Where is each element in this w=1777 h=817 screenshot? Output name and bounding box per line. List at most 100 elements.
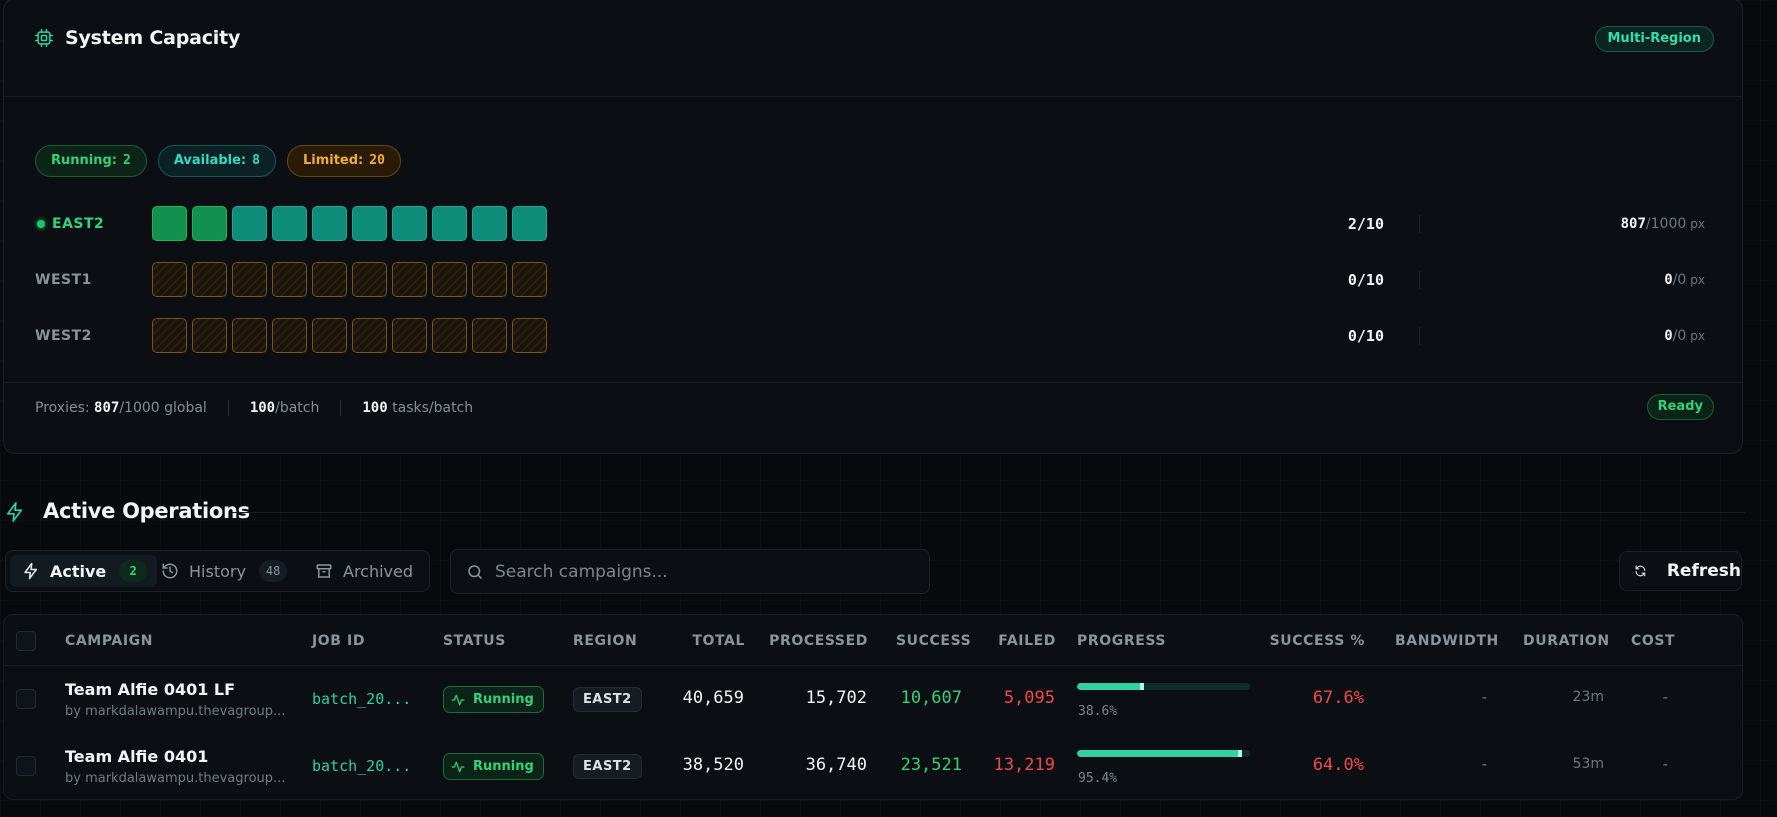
total-value: 40,659 <box>682 688 744 708</box>
processed-value: 36,740 <box>805 755 867 775</box>
campaign-name[interactable]: Team Alfie 0401 LF <box>65 680 236 699</box>
region-row-west1: WEST1 0/10 0/0 px <box>35 262 1715 298</box>
column-header-duration[interactable]: DURATION <box>1523 633 1610 649</box>
operations-tabs: Active 2 History 48 Archived <box>5 550 430 592</box>
column-header-progress[interactable]: PROGRESS <box>1077 633 1167 649</box>
region-row-west2: WEST2 0/10 0/0 px <box>35 318 1715 354</box>
activity-icon <box>451 761 465 772</box>
ready-status-badge: Ready <box>1646 394 1714 420</box>
running-pill-label: Running: <box>51 153 117 168</box>
region-slot-count: 2/10 <box>1347 215 1384 233</box>
select-all-checkbox[interactable] <box>16 631 36 651</box>
tab-label: Archived <box>343 561 414 581</box>
proxies-total: /1000 global <box>119 400 207 416</box>
history-icon <box>162 563 178 579</box>
running-pill-value: 2 <box>123 153 131 168</box>
campaign-name[interactable]: Team Alfie 0401 <box>65 747 209 766</box>
job-id-link[interactable]: batch_20... <box>312 757 412 775</box>
column-header-cost[interactable]: COST <box>1631 633 1676 649</box>
search-input[interactable] <box>495 550 915 593</box>
region-chip: EAST2 <box>573 754 642 779</box>
archive-icon <box>316 564 332 578</box>
region-slot-count: 0/10 <box>1347 327 1384 345</box>
slot-limited <box>432 262 467 297</box>
running-pill: Running: 2 <box>35 145 147 177</box>
divider <box>227 400 229 416</box>
available-pill: Available: 8 <box>157 145 276 177</box>
row-checkbox[interactable] <box>16 689 36 709</box>
duration-value: 23m <box>1572 689 1604 705</box>
table-row[interactable]: Team Alfie 0401 by markdalawampu.thevagr… <box>4 733 1742 801</box>
slot-available <box>272 206 307 241</box>
column-header-processed[interactable]: PROCESSED <box>769 633 868 649</box>
region-slots <box>152 206 547 241</box>
tab-label: Active <box>50 561 107 581</box>
failed-value: 5,095 <box>1003 688 1055 708</box>
slot-limited <box>272 262 307 297</box>
region-slots <box>152 262 547 297</box>
slot-limited <box>232 262 267 297</box>
px-total: /1000 <box>1645 216 1687 232</box>
column-header-success[interactable]: SUCCESS <box>896 633 972 649</box>
region-px-count: 0/0 px <box>1664 262 1705 298</box>
limited-pill-label: Limited: <box>302 153 364 168</box>
px-used: 0 <box>1664 272 1673 288</box>
slot-limited <box>392 262 427 297</box>
tasks-value: 100 <box>362 400 388 416</box>
slot-limited <box>272 318 307 353</box>
px-total: /0 <box>1672 328 1687 344</box>
refresh-button[interactable]: Refresh <box>1619 551 1742 591</box>
column-header-success-pct[interactable]: SUCCESS % <box>1269 633 1365 649</box>
slot-limited <box>432 318 467 353</box>
processed-value: 15,702 <box>805 688 867 708</box>
divider <box>1419 327 1420 345</box>
progress-bar <box>1077 683 1250 690</box>
column-header-failed[interactable]: FAILED <box>998 633 1056 649</box>
slot-limited <box>152 262 187 297</box>
tab-active[interactable]: Active 2 <box>10 555 158 587</box>
duration-value: 53m <box>1572 756 1604 772</box>
table-row[interactable]: Team Alfie 0401 LF by markdalawampu.thev… <box>4 665 1742 733</box>
bandwidth-value: - <box>1481 755 1487 773</box>
column-header-status[interactable]: STATUS <box>443 633 506 649</box>
refresh-icon <box>1635 565 1646 577</box>
cost-value: - <box>1662 755 1668 773</box>
slot-limited <box>472 262 507 297</box>
success-value: 10,607 <box>900 688 962 708</box>
column-header-bandwidth[interactable]: BANDWIDTH <box>1395 633 1499 649</box>
tab-archived[interactable]: Archived <box>315 555 413 587</box>
slot-running <box>152 206 187 241</box>
section-title: Active Operations <box>43 499 250 523</box>
success-value: 23,521 <box>900 755 962 775</box>
limited-pill-value: 20 <box>369 153 385 168</box>
column-header-campaign[interactable]: CAMPAIGN <box>65 633 154 649</box>
px-unit: px <box>1690 273 1705 287</box>
slot-limited <box>512 318 547 353</box>
success-rate: 64.0% <box>1312 755 1364 775</box>
multi-region-badge: Multi-Region <box>1594 26 1714 52</box>
success-rate: 67.6% <box>1312 688 1364 708</box>
tab-history[interactable]: History 48 <box>161 555 288 587</box>
column-header-region[interactable]: REGION <box>573 633 638 649</box>
column-header-total[interactable]: TOTAL <box>692 633 745 649</box>
batch-unit: /batch <box>275 400 320 416</box>
column-header-job-id[interactable]: JOB ID <box>312 633 366 649</box>
available-pill-value: 8 <box>252 153 260 168</box>
job-id-link[interactable]: batch_20... <box>312 690 412 708</box>
bandwidth-value: - <box>1481 688 1487 706</box>
px-total: /0 <box>1672 272 1687 288</box>
px-used: 0 <box>1664 328 1673 344</box>
slot-limited <box>152 318 187 353</box>
progress-bar <box>1077 750 1250 757</box>
region-active-dot <box>37 220 45 228</box>
tab-label: History <box>189 561 246 581</box>
divider <box>1419 271 1420 289</box>
available-pill-label: Available: <box>173 153 247 168</box>
slot-limited <box>192 318 227 353</box>
failed-value: 13,219 <box>993 755 1055 775</box>
progress-percent: 95.4% <box>1078 771 1118 786</box>
row-checkbox[interactable] <box>16 756 36 776</box>
region-row-east2: EAST2 2/10 807/1000 px <box>35 206 1715 242</box>
progress-fill <box>1077 683 1144 690</box>
status-badge: Running <box>443 686 544 713</box>
